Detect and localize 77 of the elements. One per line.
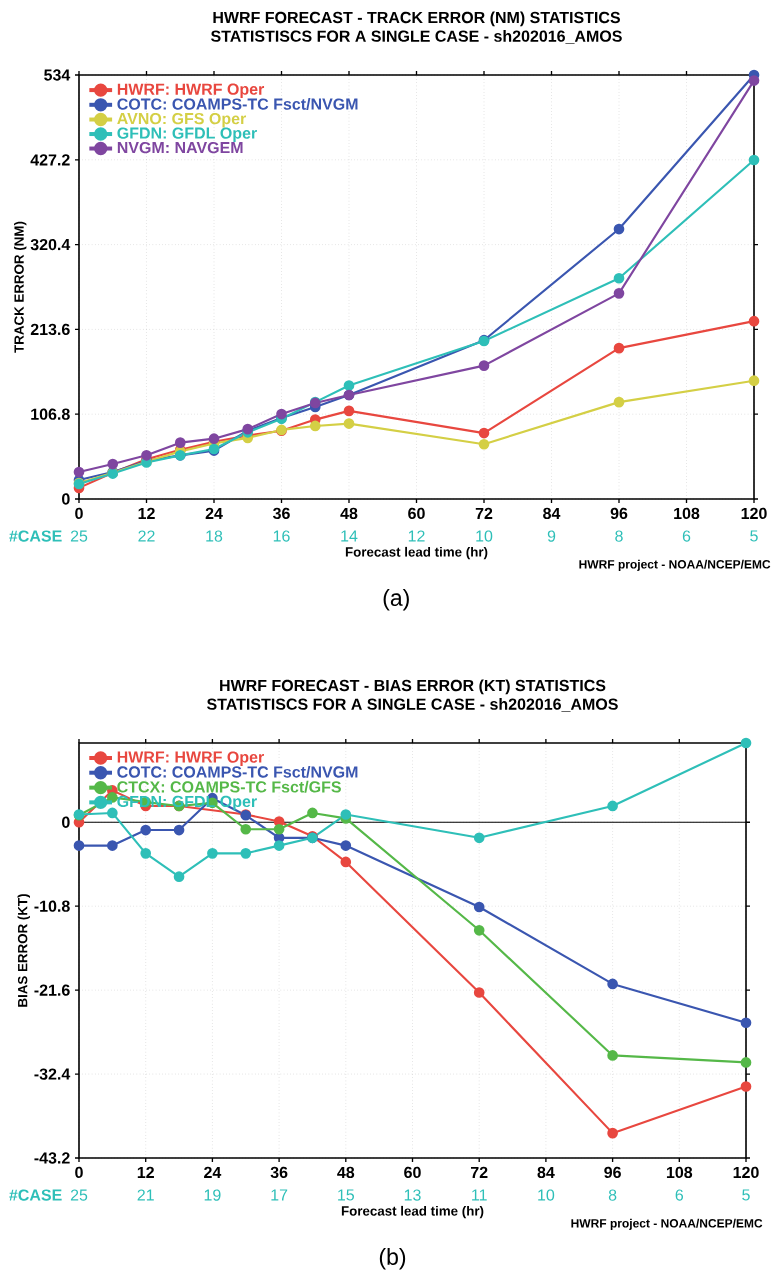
x-tick-label: 24 [205,507,223,519]
x-tick-label: 60 [408,507,425,520]
text: 25 [70,530,88,542]
text: 9 [547,530,556,542]
text: 10 [538,1189,555,1201]
legend-label: NVGM: NAVGEM [117,141,243,154]
x-tick-label: 96 [610,507,628,520]
text: 16 [273,530,290,542]
text: #CASE [9,530,62,542]
text: #CASE [9,1189,62,1201]
text: 21 [137,1189,154,1201]
x-tick-label: 72 [475,507,493,519]
x-tick-label: 0 [75,507,83,520]
chart-title: HWRF FORECAST - BIAS ERROR (KT) STATISTICS [220,679,606,695]
text: 5 [750,530,758,542]
chart-title: HWRF FORECAST - TRACK ERROR (NM) STATISTICS [213,11,620,27]
x-tick-label: 48 [337,1166,355,1179]
y-tick-label: 427.2 [30,154,70,166]
text: 6 [682,530,691,542]
x-tick-label: 120 [741,507,767,520]
x-axis-title: Forecast lead time (hr) [345,546,488,560]
legend-label: HWRF: HWRF Oper [117,83,265,99]
text: (b) [379,1248,406,1270]
text: 25 [70,1189,88,1201]
legend-label: HWRF: HWRF Oper [117,751,264,766]
x-tick-label: 120 [733,1166,759,1179]
text: 22 [138,530,155,542]
legend-label: GFDN: GFDL Oper [117,127,257,142]
y-tick-label: 213.6 [30,323,70,336]
legend-label: AVNO: GFS Oper [117,112,247,128]
text: 6 [675,1189,684,1201]
x-tick-label: 0 [75,1166,83,1179]
y-axis-title: TRACK ERROR (NM) [14,221,27,353]
x-tick-label: 84 [537,1166,555,1179]
y-tick-label: -32.4 [34,1068,71,1080]
text: 12 [408,530,425,542]
text: 5 [742,1189,750,1201]
y-tick-label: -10.8 [34,900,70,912]
legend-label: COTC: COAMPS-TC Fsct/NVGM [117,98,358,110]
x-tick-label: 60 [404,1166,421,1179]
x-tick-label: 12 [138,507,155,519]
y-tick-label: 0 [62,816,70,828]
x-tick-label: 48 [340,507,358,520]
y-tick-label: 106.8 [31,408,70,420]
text: (a) [383,589,409,611]
legend-label: CTCX: COAMPS-TC Fsct/GFS [117,780,341,793]
x-axis-title: Forecast lead time (hr) [341,1205,484,1219]
y-tick-label: -21.6 [34,984,70,996]
x-tick-label: 96 [604,1166,621,1179]
text: 18 [206,530,223,542]
y-tick-label: 0 [62,493,70,505]
text: 8 [608,1189,617,1201]
x-tick-label: 36 [270,1166,288,1179]
y-axis-title: BIAS ERROR (KT) [17,894,30,1007]
text: 13 [404,1189,421,1201]
x-tick-label: 24 [204,1166,222,1178]
text: 19 [204,1189,221,1201]
text: 11 [472,1189,487,1201]
text: HWRF project - NOAA/NCEP/EMC [571,1218,763,1230]
text: 14 [341,530,358,542]
x-tick-label: 36 [272,507,290,520]
text: 10 [476,530,493,542]
x-tick-label: 84 [543,507,561,520]
y-tick-label: 320.4 [30,238,71,251]
chart-subtitle: STATISTISCS FOR A SINGLE CASE - sh202016_AMOS [206,698,618,712]
x-tick-label: 108 [674,507,700,520]
x-tick-label: 12 [137,1166,154,1178]
text: 8 [615,530,623,542]
y-tick-label: 534 [44,69,71,81]
x-tick-label: 72 [470,1166,488,1178]
chart-subtitle: STATISTISCS FOR A SINGLE CASE - sh202016_AMOS [210,30,622,44]
text: 15 [338,1189,355,1201]
x-tick-label: 108 [666,1166,693,1179]
legend-label: COTC: COAMPS-TC Fsct/NVGM [117,765,358,778]
text: 17 [271,1189,288,1201]
y-tick-label: -43.2 [34,1152,70,1164]
text: HWRF project - NOAA/NCEP/EMC [579,559,771,571]
